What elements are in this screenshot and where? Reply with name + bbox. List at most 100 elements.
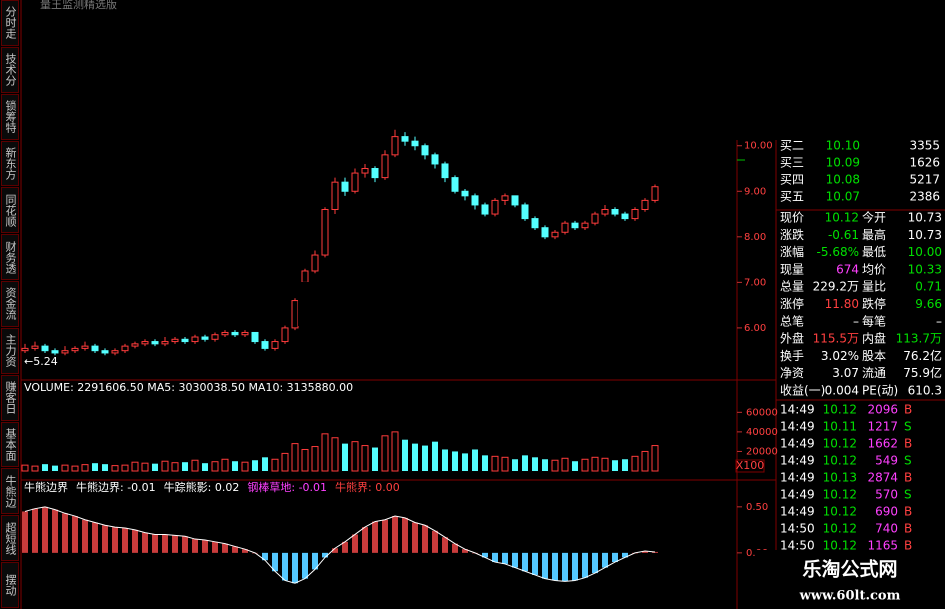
quote-value: 76.2亿: [903, 348, 942, 363]
candle-body: [381, 154, 389, 179]
candle-body: [331, 181, 339, 210]
bar: [462, 549, 468, 553]
trade-time: 14:49: [780, 420, 815, 434]
candle-body: [601, 208, 609, 215]
bar: [512, 552, 518, 568]
candle-body: [611, 208, 619, 215]
book-price: 10.08: [826, 173, 860, 187]
candle-body: [551, 231, 559, 238]
quote-label: 每笔: [862, 313, 886, 328]
quote-label: 内盘: [862, 331, 886, 346]
bar: [52, 465, 58, 471]
side-tab[interactable]: 分时走势: [1, 0, 19, 46]
candle-body: [441, 163, 449, 179]
bar: [81, 464, 89, 472]
trade-side: S: [904, 488, 912, 502]
bar: [452, 451, 458, 471]
candle-body: [581, 222, 589, 229]
bar: [651, 445, 659, 472]
bar: [502, 552, 508, 564]
bar: [581, 458, 589, 472]
candle-body: [451, 177, 459, 192]
legend-entry: 钢棒草地: -0.01: [247, 480, 327, 494]
side-tab[interactable]: 新东方: [1, 140, 19, 187]
bar: [482, 455, 488, 471]
book-volume: 5217: [909, 173, 940, 187]
trade-time: 14:49: [780, 505, 815, 519]
candle-body: [481, 204, 489, 215]
book-volume: 3355: [909, 139, 940, 153]
bar: [402, 517, 408, 553]
side-tab[interactable]: 基本面: [1, 421, 19, 468]
quote-label: 跌停: [862, 296, 886, 311]
side-tab[interactable]: 资金流: [1, 281, 19, 327]
bar: [351, 441, 359, 472]
bar: [42, 506, 48, 553]
side-tab[interactable]: 牛熊边界: [1, 468, 19, 515]
indicator-line: [24, 506, 656, 584]
bar: [551, 459, 559, 472]
side-tab[interactable]: 主力资金: [1, 327, 19, 374]
side-tab[interactable]: 超短线: [1, 515, 19, 562]
bar: [601, 457, 609, 472]
quote-label: 量比: [862, 280, 886, 294]
trade-time: 14:50: [780, 539, 815, 553]
low-marker: ←5.24: [24, 355, 58, 368]
bar: [291, 443, 299, 472]
bar: [252, 460, 258, 471]
bar: [501, 456, 509, 472]
candle-body: [31, 345, 39, 349]
quote-value: –: [936, 314, 942, 328]
bar: [82, 519, 88, 553]
candle-body: [151, 341, 159, 345]
quote-value: 10.12: [825, 211, 859, 225]
trade-price: 10.12: [823, 454, 857, 468]
bar: [292, 552, 298, 584]
trade-side: B: [904, 437, 912, 451]
bar: [641, 450, 649, 472]
candle-body: [211, 334, 219, 340]
side-tab[interactable]: 赚客日工: [1, 374, 19, 421]
side-tab[interactable]: 财务透视: [1, 234, 19, 281]
candle-body: [491, 199, 499, 215]
trade-volume: 690: [875, 505, 898, 519]
candle-body: [111, 350, 119, 354]
trade-volume: 1217: [867, 420, 898, 434]
candle-body: [421, 145, 429, 156]
quote-value: 674: [836, 262, 859, 276]
legend-entry: 牛熊边界: [24, 480, 68, 494]
trade-time: 14:49: [780, 471, 815, 485]
candle-body: [171, 338, 179, 343]
bar: [522, 455, 528, 471]
bar: [391, 431, 399, 472]
bar: [562, 552, 568, 582]
quote-value: 9.66: [915, 297, 942, 311]
bar: [542, 459, 548, 471]
volume-unit: X100: [736, 459, 765, 472]
y-tick-label: 8.00: [744, 232, 766, 243]
bar: [412, 443, 418, 471]
candle-body: [41, 345, 49, 352]
bar: [472, 449, 478, 471]
bar: [131, 461, 139, 472]
candle-body: [651, 186, 659, 201]
legend-entry: 牛熊边界: -0.01: [76, 480, 156, 494]
bar: [402, 439, 408, 471]
trade-volume: 1165: [867, 539, 898, 553]
bar: [452, 543, 458, 553]
bar: [182, 536, 188, 553]
trade-price: 10.12: [823, 403, 857, 417]
quote-label: 现价: [780, 211, 804, 225]
quote-label: 净资: [780, 366, 804, 380]
candle-body: [231, 331, 239, 336]
side-tab[interactable]: 锁筹特: [1, 93, 19, 140]
side-tab[interactable]: 摆动: [1, 562, 19, 608]
bar: [71, 465, 79, 472]
bar: [492, 552, 498, 563]
quote-label: 均价: [862, 262, 886, 276]
quote-value: 10.73: [908, 211, 942, 225]
candle-body: [261, 341, 269, 349]
side-tab[interactable]: 同花顺: [1, 187, 19, 234]
side-tab[interactable]: 技术分析: [1, 46, 19, 93]
